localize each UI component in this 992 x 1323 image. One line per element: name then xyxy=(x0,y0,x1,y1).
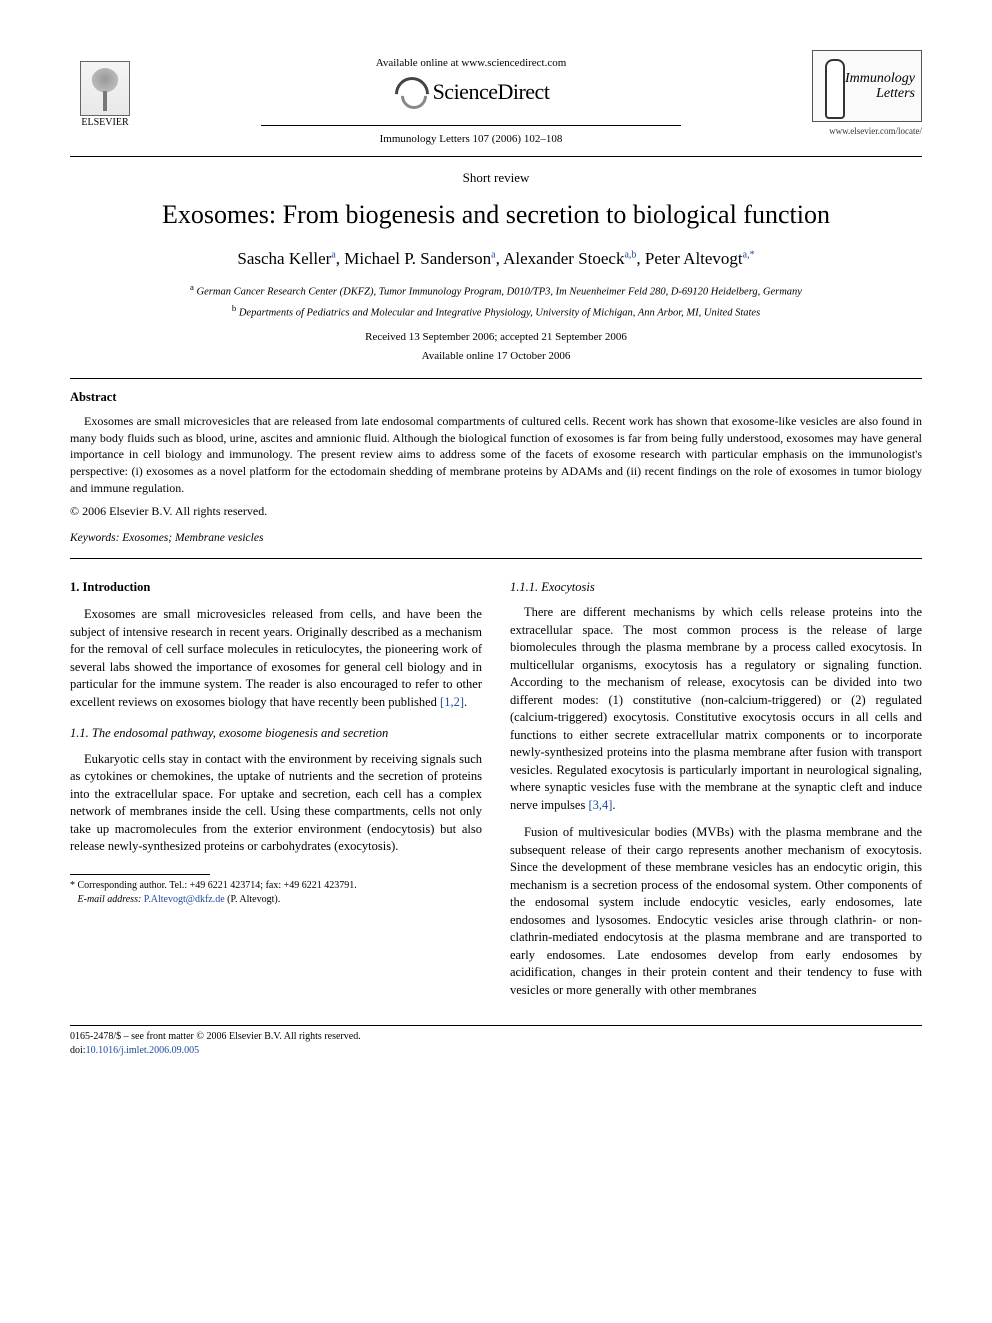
copyright-line: © 2006 Elsevier B.V. All rights reserved… xyxy=(70,503,922,520)
affil-marker: a,b xyxy=(624,250,636,261)
email-link[interactable]: P.Altevogt@dkfz.de xyxy=(144,894,225,905)
affiliation-b: b Departments of Pediatrics and Molecula… xyxy=(70,302,922,321)
abstract-text: Exosomes are small microvesicles that ar… xyxy=(70,413,922,497)
subsubsection-heading: 1.1.1. Exocytosis xyxy=(510,579,922,597)
corresponding-author-footnote: * Corresponding author. Tel.: +49 6221 4… xyxy=(70,879,482,907)
doi-link[interactable]: 10.1016/j.imlet.2006.09.005 xyxy=(86,1045,200,1056)
paragraph: Exosomes are small microvesicles release… xyxy=(70,606,482,711)
issn-line: 0165-2478/$ – see front matter © 2006 El… xyxy=(70,1030,922,1044)
paragraph: Eukaryotic cells stay in contact with th… xyxy=(70,751,482,856)
journal-cover-icon: Immunology Letters xyxy=(812,50,922,122)
author: Sascha Keller xyxy=(237,249,331,268)
journal-reference: Immunology Letters 107 (2006) 102–108 xyxy=(140,132,802,147)
footnote-rule xyxy=(70,874,210,875)
divider xyxy=(70,156,922,157)
center-header: Available online at www.sciencedirect.co… xyxy=(140,50,802,148)
publisher-name: ELSEVIER xyxy=(81,116,128,130)
journal-url: www.elsevier.com/locate/ xyxy=(802,125,922,138)
citation-link[interactable]: [1,2] xyxy=(440,695,464,709)
author: Michael P. Sanderson xyxy=(344,249,491,268)
received-date: Received 13 September 2006; accepted 21 … xyxy=(70,330,922,345)
author-list: Sascha Kellera, Michael P. Sandersona, A… xyxy=(70,247,922,271)
journal-cover-title: Immunology Letters xyxy=(845,71,915,102)
section-heading: 1. Introduction xyxy=(70,579,482,597)
subsection-heading: 1.1. The endosomal pathway, exosome biog… xyxy=(70,725,482,743)
sciencedirect-text: ScienceDirect xyxy=(433,77,550,108)
author: Peter Altevogt xyxy=(645,249,743,268)
header-rule xyxy=(261,125,681,126)
paragraph: Fusion of multivesicular bodies (MVBs) w… xyxy=(510,824,922,999)
affil-marker: a, xyxy=(743,250,750,261)
body-columns: 1. Introduction Exosomes are small micro… xyxy=(70,579,922,1010)
elsevier-tree-icon xyxy=(80,61,130,116)
header-row: ELSEVIER Available online at www.science… xyxy=(70,50,922,148)
sciencedirect-swoosh-icon xyxy=(393,75,427,109)
journal-logo: Immunology Letters www.elsevier.com/loca… xyxy=(802,50,922,138)
article-title: Exosomes: From biogenesis and secretion … xyxy=(70,197,922,233)
doi-line: doi:10.1016/j.imlet.2006.09.005 xyxy=(70,1044,922,1058)
available-date: Available online 17 October 2006 xyxy=(70,349,922,364)
available-online-text: Available online at www.sciencedirect.co… xyxy=(140,56,802,71)
corr-marker: * xyxy=(750,250,755,261)
page: ELSEVIER Available online at www.science… xyxy=(0,0,992,1098)
footer-rule xyxy=(70,1025,922,1026)
abstract-block: Abstract Exosomes are small microvesicle… xyxy=(70,378,922,558)
author: Alexander Stoeck xyxy=(503,249,624,268)
affil-marker: a xyxy=(491,250,495,261)
affiliation-a: a German Cancer Research Center (DKFZ), … xyxy=(70,281,922,300)
affil-marker: a xyxy=(331,250,335,261)
abstract-heading: Abstract xyxy=(70,389,922,407)
citation-link[interactable]: [3,4] xyxy=(588,798,612,812)
sciencedirect-logo: ScienceDirect xyxy=(393,75,550,109)
paragraph: There are different mechanisms by which … xyxy=(510,604,922,814)
keywords-value: Exosomes; Membrane vesicles xyxy=(119,532,263,544)
article-type: Short review xyxy=(70,169,922,187)
keywords: Keywords: Exosomes; Membrane vesicles xyxy=(70,530,922,546)
elsevier-logo: ELSEVIER xyxy=(70,50,140,130)
keywords-label: Keywords: xyxy=(70,532,119,544)
